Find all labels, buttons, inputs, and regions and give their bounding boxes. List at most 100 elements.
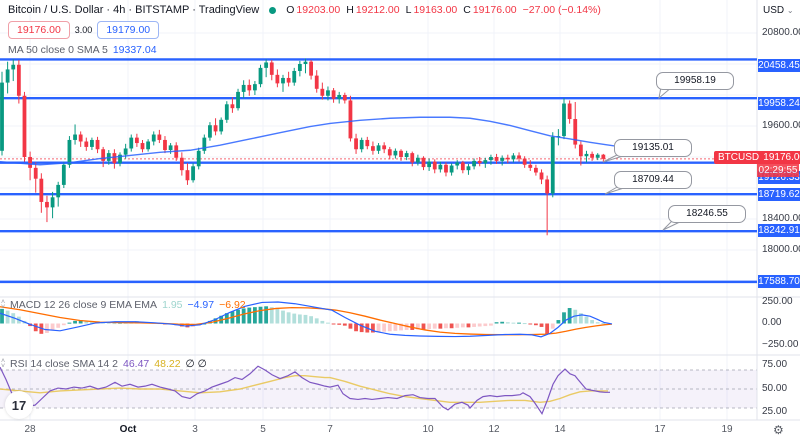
candle-body	[354, 138, 358, 150]
price-callout-label: 18709.44	[614, 171, 692, 189]
candle-body	[28, 157, 32, 168]
macd-hist-bar	[573, 309, 578, 324]
candle-body	[179, 157, 184, 171]
price-level-badge: 19958.24	[758, 97, 800, 110]
candle-body	[275, 74, 280, 84]
macd-hist-bar	[455, 323, 460, 328]
candle-body	[230, 104, 235, 109]
macd-line	[0, 301, 613, 338]
candle-body	[281, 77, 285, 84]
candle-body	[534, 167, 538, 173]
candle-body	[213, 125, 218, 132]
macd-hist-bar	[269, 307, 274, 324]
macd-hist-bar	[202, 323, 207, 325]
time-label: 3	[192, 424, 198, 435]
macd-hist-bar	[438, 323, 443, 329]
candle-body	[399, 150, 403, 157]
macd-hist-bar	[354, 323, 358, 332]
time-label: 7	[327, 424, 333, 435]
candle-body	[224, 104, 229, 120]
macd-hist-bar	[84, 320, 89, 324]
candle-body	[460, 162, 465, 171]
macd-signal-value: −6.92	[219, 299, 246, 311]
macd-hist-bar	[382, 323, 387, 332]
axis-price-label: −250.00	[762, 339, 799, 350]
candle-body	[320, 88, 325, 96]
macd-hist-bar	[432, 323, 437, 329]
macd-legend-text: MACD 12 26 close 9 EMA EMA	[10, 299, 158, 311]
candle-body	[56, 184, 61, 198]
current-price-badge: BTCUSD 19176.00 02:29:55	[714, 151, 800, 177]
macd-indicator-legend[interactable]: MACD 12 26 close 9 EMA EMA 1.95 −4.97 −6.92	[10, 299, 246, 311]
candle-body	[590, 153, 594, 158]
price-callout-label: 19958.19	[656, 72, 734, 90]
candle-body	[286, 77, 291, 83]
ma-indicator-legend[interactable]: MA 50 close 0 SMA 5 19337.04	[8, 44, 157, 56]
tradingview-logo[interactable]: 17	[5, 391, 33, 419]
macd-hist-bar	[371, 323, 375, 333]
macd-hist-bar	[545, 323, 550, 334]
candle-body	[573, 119, 578, 145]
macd-hist-bar	[309, 316, 313, 324]
time-label: 28	[24, 424, 36, 435]
rsi-legend-text: RSI 14 close SMA 14 2	[10, 358, 118, 370]
macd-hist-bar	[247, 307, 252, 324]
candle-body	[505, 157, 510, 160]
macd-hist-bar	[410, 323, 415, 330]
candle-body	[359, 139, 364, 150]
candle-body	[191, 166, 195, 181]
price-callout-label: 19135.01	[614, 139, 692, 157]
settings-gear-icon[interactable]: ⚙	[773, 423, 784, 437]
buy-button[interactable]: 19179.00	[97, 21, 160, 39]
candle-body	[163, 139, 167, 151]
candle-body	[118, 154, 122, 164]
ohlc-values: O 19203.00 H 19212.00 L 19163.00 C 19176.00 −27.…	[286, 4, 603, 16]
candle-body	[601, 154, 606, 159]
symbol-title[interactable]: Bitcoin / U.S. Dollar · 4h · BITSTAMP · …	[8, 4, 260, 16]
macd-pane-collapse-icon[interactable]: ˄ ˅	[1, 299, 6, 311]
candle-body	[421, 157, 426, 168]
candle-body	[258, 67, 263, 85]
candle-body	[337, 95, 342, 99]
candle-body	[539, 172, 544, 180]
sell-button[interactable]: 19176.00	[8, 21, 70, 39]
candle-body	[342, 95, 347, 101]
macd-hist-bar	[264, 306, 269, 324]
candle-body	[168, 145, 173, 151]
spread-value: 3.00	[74, 25, 93, 35]
macd-hist-bar	[236, 309, 240, 324]
candle-body	[449, 165, 454, 173]
low-value: 19163.00	[413, 4, 458, 16]
candle-body	[157, 134, 162, 140]
rsi-sma-line	[0, 375, 608, 404]
open-value: 19203.00	[296, 4, 341, 16]
high-value: 19212.00	[355, 4, 400, 16]
axis-price-label: 0.00	[762, 317, 782, 328]
candle-body	[73, 134, 77, 140]
rsi-indicator-legend[interactable]: RSI 14 close SMA 14 2 46.47 48.22 ∅ ∅	[10, 358, 207, 370]
candle-body	[123, 148, 128, 155]
macd-hist-bar	[393, 323, 398, 331]
candle-body	[241, 84, 246, 92]
candle-body	[371, 146, 375, 151]
price-level-badge: 17588.70	[758, 275, 800, 288]
candle-body	[297, 64, 302, 71]
macd-hist-bar	[106, 322, 111, 324]
macd-hist-bar	[376, 323, 381, 333]
axis-price-label: 20800.00	[762, 27, 800, 38]
candle-body	[494, 157, 499, 161]
candle-body	[22, 95, 27, 157]
high-label: H	[346, 4, 354, 16]
candle-body	[219, 119, 224, 132]
time-label: 10	[422, 424, 434, 435]
rsi-pane-collapse-icon[interactable]: ˄ ˅	[1, 358, 6, 370]
macd-hist-bar	[73, 320, 77, 324]
macd-hist-bar	[292, 313, 297, 324]
candle-body	[584, 153, 589, 157]
candle-body	[196, 150, 201, 167]
macd-hist-bar	[359, 323, 364, 333]
candle-body	[595, 154, 600, 158]
currency-axis-dropdown[interactable]: USD ⌄	[763, 5, 794, 16]
